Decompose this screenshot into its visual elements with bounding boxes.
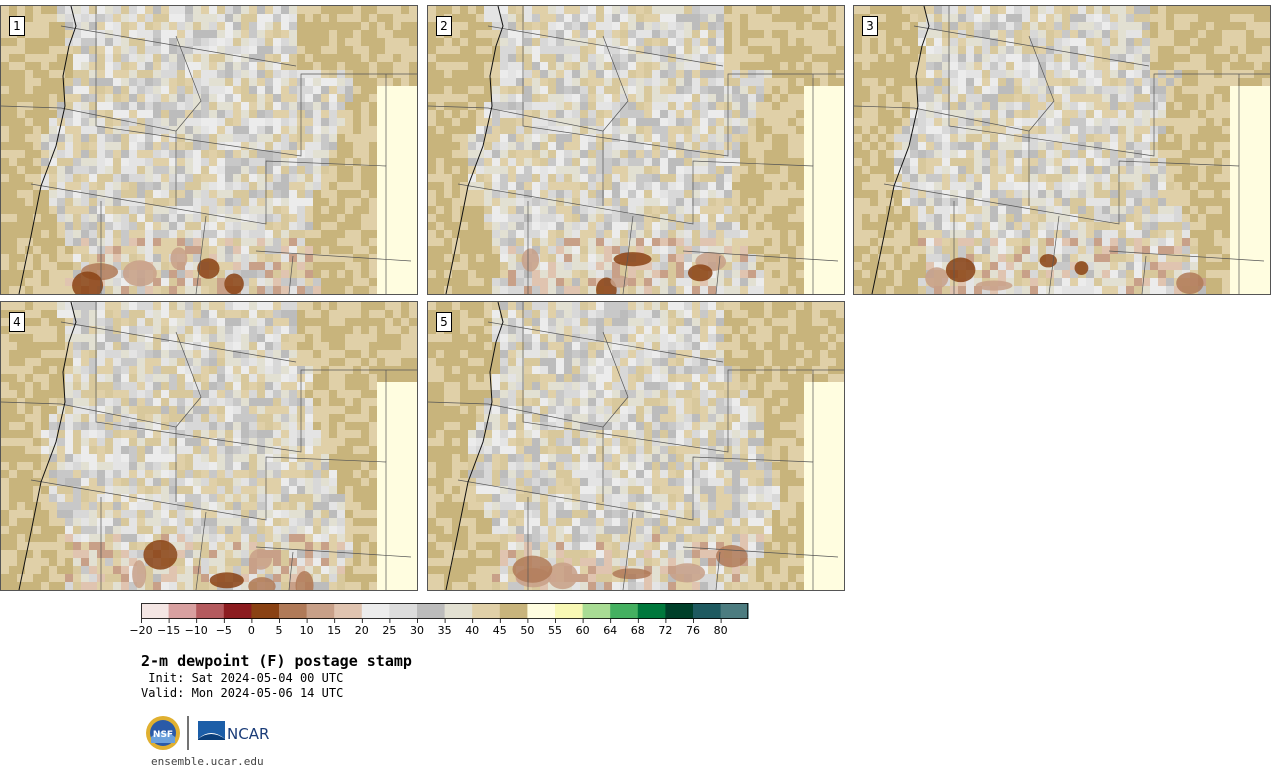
colorbar-tick-label: 30 [410, 624, 424, 637]
panel-number: 4 [9, 312, 25, 332]
map-canvas [428, 6, 844, 294]
colorbar-tick-label: 68 [630, 624, 645, 637]
colorbar-tick-label: 25 [382, 624, 397, 637]
colorbar-swatch [637, 603, 666, 619]
dewpoint-map [428, 6, 844, 294]
chart-title: 2-m dewpoint (F) postage stamp [141, 652, 412, 670]
colorbar-swatch [472, 603, 501, 619]
colorbar-tick-label: 64 [603, 624, 618, 637]
colorbar-tick-label: 40 [465, 624, 480, 637]
map-panel-4: 4 [0, 301, 418, 591]
colorbar-swatch [665, 603, 694, 619]
ncar-logo: NCAR [198, 721, 269, 743]
colorbar-tick-label: 35 [437, 624, 452, 637]
colorbar-tick-label: 45 [492, 624, 507, 637]
colorbar-swatch [610, 603, 639, 619]
dewpoint-map [1, 302, 417, 590]
nsf-ncar-logo: NSF NCAR [146, 716, 269, 750]
colorbar-swatch [141, 603, 170, 619]
colorbar-tick-label: 20 [354, 624, 369, 637]
colorbar-swatch [168, 603, 197, 619]
footer-url: ensemble.ucar.edu [151, 755, 264, 768]
dewpoint-map [854, 6, 1270, 294]
map-canvas [1, 6, 417, 294]
colorbar [141, 603, 749, 623]
logos: NSF NCAR [145, 713, 275, 753]
colorbar-tick-label: −15 [156, 624, 181, 637]
nsf-logo: NSF [146, 716, 180, 750]
map-panel-2: 2 [427, 5, 845, 295]
panel-number: 1 [9, 16, 25, 36]
colorbar-swatch [334, 603, 363, 619]
map-panel-3: 3 [853, 5, 1271, 295]
colorbar-swatch [720, 603, 749, 619]
colorbar-tick-label: −10 [184, 624, 208, 637]
colorbar-swatch [527, 603, 556, 619]
dewpoint-map [1, 6, 417, 294]
colorbar-tick-label: 80 [713, 624, 728, 637]
colorbar-swatch [306, 603, 335, 619]
map-canvas [428, 302, 844, 590]
colorbar-tick-label: 50 [520, 624, 535, 637]
colorbar-tick-label: −20 [129, 624, 153, 637]
colorbar-tick-label: 0 [247, 624, 255, 637]
colorbar-tick-label: 60 [575, 624, 590, 637]
panel-number: 5 [436, 312, 452, 332]
colorbar-swatch [251, 603, 280, 619]
valid-time: Valid: Mon 2024-05-06 14 UTC [141, 686, 344, 700]
colorbar-tick-label: 72 [658, 624, 673, 637]
colorbar-swatch [499, 603, 528, 619]
colorbar-swatch [582, 603, 611, 619]
colorbar-tick-label: 5 [275, 624, 283, 637]
colorbar-tick-label: 10 [299, 624, 314, 637]
colorbar-tick-label: 15 [327, 624, 342, 637]
colorbar-swatch [223, 603, 252, 619]
colorbar-swatch [693, 603, 722, 619]
colorbar-tick-label: 76 [686, 624, 700, 637]
colorbar-swatch [361, 603, 390, 619]
colorbar-swatch [196, 603, 225, 619]
colorbar-swatch [444, 603, 473, 619]
map-canvas [1, 302, 417, 590]
dewpoint-map [428, 302, 844, 590]
init-time: Init: Sat 2024-05-04 00 UTC [141, 671, 344, 685]
colorbar-swatch [279, 603, 308, 619]
map-panel-1: 1 [0, 5, 418, 295]
colorbar-swatch [389, 603, 418, 619]
colorbar-swatch [555, 603, 584, 619]
colorbar-swatch [417, 603, 446, 619]
colorbar-tick-label: 55 [548, 624, 562, 637]
map-panel-5: 5 [427, 301, 845, 591]
colorbar-tick-label: −5 [215, 624, 232, 637]
map-canvas [854, 6, 1270, 294]
panel-number: 3 [862, 16, 878, 36]
panel-number: 2 [436, 16, 452, 36]
